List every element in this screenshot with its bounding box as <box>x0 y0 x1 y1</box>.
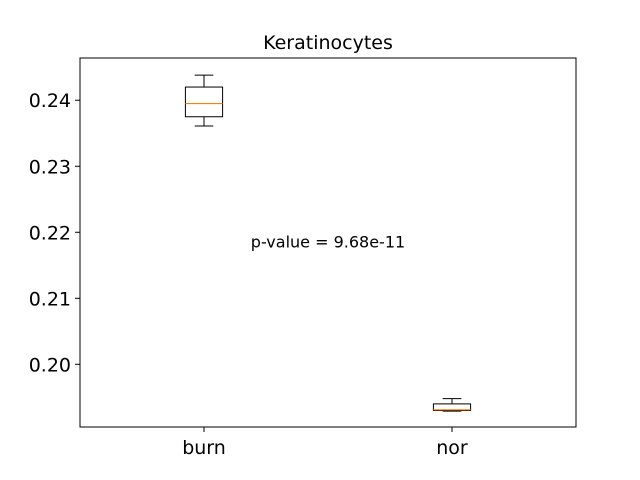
x-tick-label: burn <box>182 437 226 459</box>
y-tick-label: 0.24 <box>29 90 71 112</box>
plot-area <box>79 57 577 428</box>
box-burn <box>184 74 224 127</box>
y-tick-label: 0.22 <box>29 222 71 244</box>
iqr-box <box>184 86 224 118</box>
x-tick-label: nor <box>436 437 468 459</box>
box-nor <box>432 398 472 412</box>
p-value-annotation: p-value = 9.68e-11 <box>251 233 405 252</box>
box-series <box>184 74 472 412</box>
iqr-box <box>432 403 472 411</box>
y-tick-label: 0.23 <box>29 156 71 178</box>
chart-title: Keratinocytes <box>263 32 393 54</box>
y-tick-label: 0.20 <box>29 354 71 376</box>
y-axis: 0.20 0.21 0.22 0.23 0.24 <box>29 90 80 376</box>
axes-frame <box>79 57 577 428</box>
y-tick-label: 0.21 <box>29 288 71 310</box>
x-axis: burn nor <box>182 427 468 459</box>
